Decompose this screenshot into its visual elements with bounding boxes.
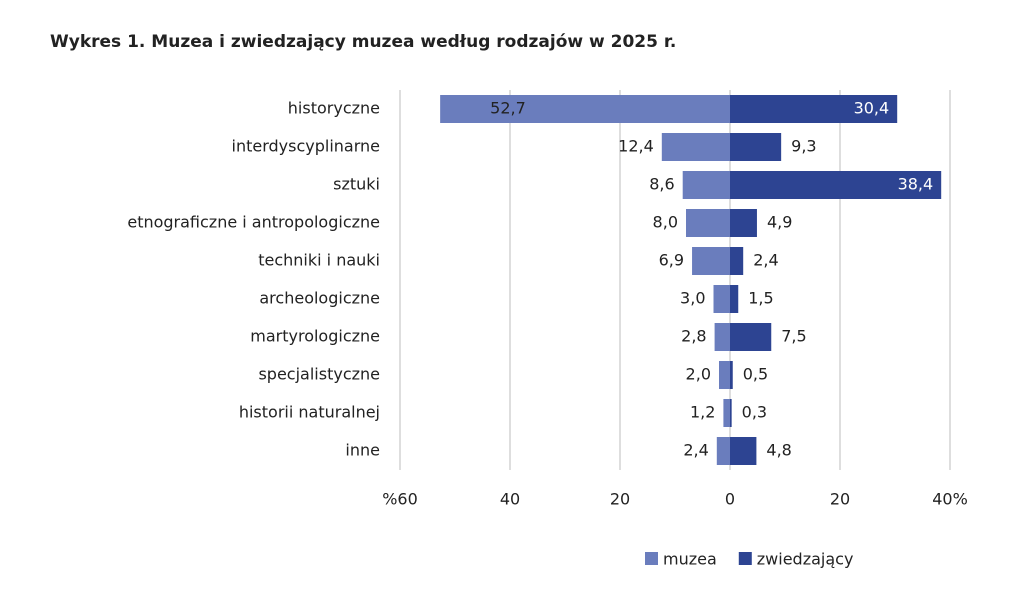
data-label: 7,5 (781, 327, 806, 346)
bar (686, 209, 730, 237)
data-label: 1,2 (690, 403, 715, 422)
bar (730, 171, 942, 199)
category-label: historyczne (288, 99, 380, 118)
x-tick-label: 20 (830, 490, 850, 509)
category-label: sztuki (333, 175, 380, 194)
data-label: 2,0 (686, 365, 711, 384)
bar (730, 399, 732, 427)
data-label: 2,4 (683, 441, 708, 460)
data-label: 4,8 (766, 441, 791, 460)
x-tick-label: 40 (500, 490, 520, 509)
bar (730, 285, 739, 313)
data-label: 30,4 (854, 99, 890, 118)
category-label: techniki i nauki (258, 251, 380, 270)
bar (719, 361, 730, 389)
data-label: 8,6 (649, 175, 674, 194)
bar (661, 133, 730, 161)
bar (682, 171, 730, 199)
bar (692, 247, 730, 275)
data-label: 1,5 (748, 289, 773, 308)
data-label: 0,3 (742, 403, 767, 422)
bar (730, 209, 757, 237)
bar (714, 323, 730, 351)
category-label: historii naturalnej (239, 403, 380, 422)
data-label: 52,7 (490, 99, 526, 118)
data-label: 38,4 (898, 175, 934, 194)
legend-label: muzea (663, 550, 717, 569)
category-label: archeologiczne (259, 289, 380, 308)
bar (730, 247, 744, 275)
bar (730, 133, 782, 161)
bar (730, 437, 757, 465)
legend-swatch (645, 552, 658, 565)
category-label: interdyscyplinarne (232, 137, 381, 156)
bar (730, 323, 772, 351)
data-label: 4,9 (767, 213, 792, 232)
x-tick-label: 20 (610, 490, 630, 509)
data-label: 8,0 (653, 213, 678, 232)
category-label: etnograficzne i antropologiczne (127, 213, 380, 232)
category-label: martyrologiczne (250, 327, 380, 346)
bar (713, 285, 730, 313)
bar (730, 361, 733, 389)
data-label: 2,8 (681, 327, 706, 346)
data-label: 0,5 (743, 365, 768, 384)
chart-title: Wykres 1. Muzea i zwiedzający muzea wedł… (50, 32, 676, 52)
bar (716, 437, 730, 465)
category-label: inne (345, 441, 380, 460)
legend-label: zwiedzający (757, 550, 854, 569)
x-tick-label: 40% (932, 490, 968, 509)
data-label: 12,4 (618, 137, 654, 156)
category-label: specjalistyczne (258, 365, 380, 384)
bar (440, 95, 730, 123)
data-label: 2,4 (753, 251, 778, 270)
data-label: 3,0 (680, 289, 705, 308)
bar (730, 95, 898, 123)
bar (723, 399, 730, 427)
x-tick-label: %60 (382, 490, 418, 509)
data-label: 9,3 (791, 137, 816, 156)
legend-swatch (738, 552, 752, 565)
data-label: 6,9 (659, 251, 684, 270)
x-tick-label: 0 (725, 490, 735, 509)
